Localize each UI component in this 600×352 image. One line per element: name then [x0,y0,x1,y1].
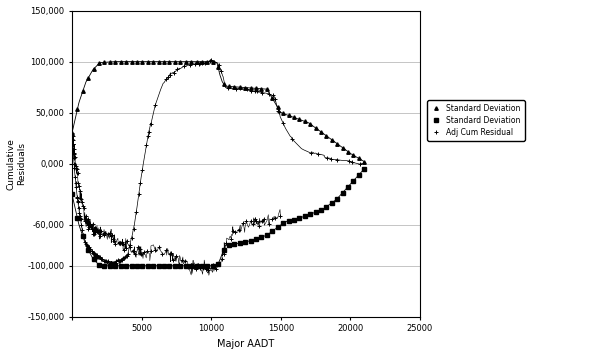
Standard Deviation [355,156,362,161]
Standard Deviation [182,59,189,64]
Standard Deviation [128,264,135,268]
Standard Deviation [112,59,119,64]
Adj Cum Residual [208,58,215,62]
Standard Deviation [68,131,76,135]
Line: Adj Cum Residual: Adj Cum Residual [70,58,362,265]
Adj Cum Residual [110,262,117,266]
Standard Deviation [361,159,368,164]
Standard Deviation [101,264,108,268]
Standard Deviation [334,196,341,201]
Adj Cum Residual [217,69,224,73]
Adj Cum Residual [91,251,98,256]
Adj Cum Residual [170,70,178,75]
Line: Standard Deviation: Standard Deviation [70,60,366,163]
Standard Deviation [101,60,108,64]
Line: Standard Deviation: Standard Deviation [70,167,366,268]
Adj Cum Residual [124,252,131,256]
Adj Cum Residual [85,245,92,249]
Standard Deviation [128,59,135,64]
Adj Cum Residual [68,133,76,137]
Standard Deviation [144,264,151,268]
X-axis label: Major AADT: Major AADT [217,339,275,349]
Legend: Standard Deviation, Standard Deviation, Adj Cum Residual: Standard Deviation, Standard Deviation, … [427,100,524,141]
Standard Deviation [144,59,151,64]
Adj Cum Residual [345,159,352,163]
Standard Deviation [106,264,113,268]
Standard Deviation [182,264,189,268]
Standard Deviation [334,142,341,146]
Standard Deviation [361,167,368,171]
Standard Deviation [355,172,362,177]
Standard Deviation [68,192,76,196]
Y-axis label: Cumulative
Residuals: Cumulative Residuals [7,138,26,190]
Adj Cum Residual [357,162,364,166]
